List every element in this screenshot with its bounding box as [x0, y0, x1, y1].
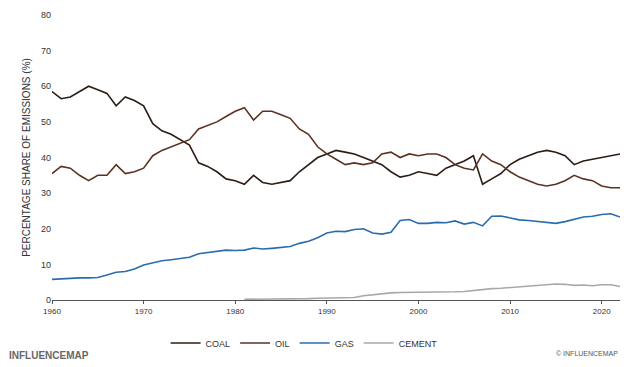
svg-text:60: 60 [41, 81, 51, 91]
svg-text:GAS: GAS [335, 339, 354, 349]
svg-text:CEMENT: CEMENT [399, 339, 438, 349]
svg-text:1970: 1970 [135, 307, 153, 316]
svg-text:1960: 1960 [43, 307, 61, 316]
svg-text:10: 10 [41, 260, 51, 270]
svg-text:OIL: OIL [275, 339, 290, 349]
svg-text:2010: 2010 [501, 307, 519, 316]
svg-text:30: 30 [41, 188, 51, 198]
svg-text:COAL: COAL [206, 339, 231, 349]
svg-text:20: 20 [41, 224, 51, 234]
svg-text:0: 0 [46, 295, 51, 305]
svg-text:1990: 1990 [318, 307, 336, 316]
svg-text:50: 50 [41, 117, 51, 127]
svg-text:2000: 2000 [410, 307, 428, 316]
svg-text:2020: 2020 [593, 307, 611, 316]
svg-text:1980: 1980 [226, 307, 244, 316]
svg-text:80: 80 [41, 10, 51, 20]
svg-text:© INFLUENCEMAP: © INFLUENCEMAP [556, 350, 618, 357]
svg-text:INFLUENCEMAP: INFLUENCEMAP [9, 350, 89, 361]
svg-text:70: 70 [41, 46, 51, 56]
svg-text:40: 40 [41, 153, 51, 163]
svg-text:PERCENTAGE SHARE OF EMISSIONS: PERCENTAGE SHARE OF EMISSIONS (%) [21, 58, 32, 257]
